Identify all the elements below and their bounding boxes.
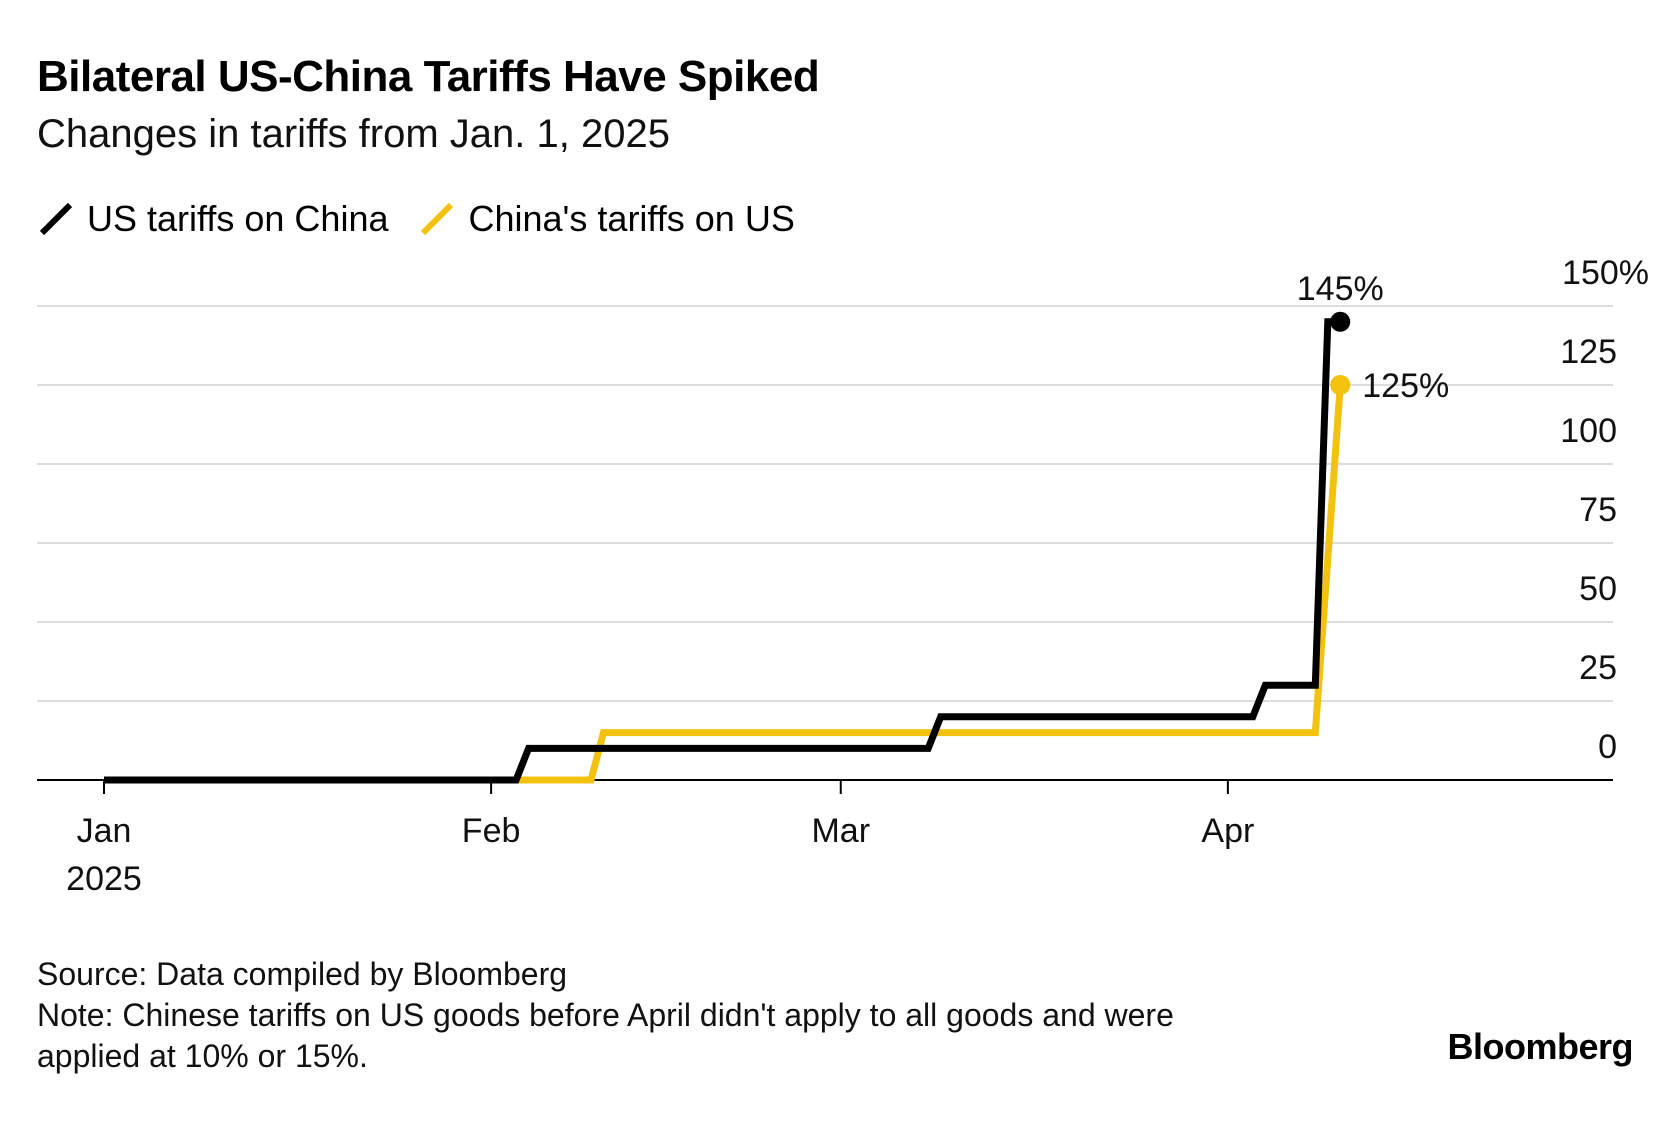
legend-label-us-tariffs: US tariffs on China — [87, 198, 389, 239]
legend-item-china-tariffs: China's tariffs on US — [418, 198, 795, 240]
source-note: Source: Data compiled by Bloomberg — [37, 956, 568, 992]
series-line-china-tariffs — [104, 384, 1344, 784]
y-tick-label: 150% — [1562, 254, 1649, 292]
y-tick-label: 25 — [1579, 649, 1617, 687]
bloomberg-logo: Bloomberg — [1447, 1026, 1633, 1067]
y-tick-label: 75 — [1579, 491, 1617, 529]
y-tick-label: 100 — [1560, 412, 1617, 450]
y-tick-label: 0 — [1598, 728, 1617, 766]
y-tick-label: 50 — [1579, 570, 1617, 608]
x-tick-label: Mar — [811, 812, 870, 850]
chart-title: Bilateral US-China Tariffs Have Spiked — [37, 52, 820, 101]
chart-subtitle: Changes in tariffs from Jan. 1, 2025 — [37, 112, 670, 156]
x-tick-label: Feb — [462, 812, 521, 850]
end-marker-us-tariffs — [1330, 311, 1351, 332]
end-marker-china-tariffs — [1330, 375, 1351, 395]
end-label-china-tariffs: 125% — [1362, 367, 1449, 405]
x-tick-sublabel: 2025 — [66, 860, 142, 898]
legend-label-china-tariffs: China's tariffs on US — [468, 198, 795, 239]
legend-swatch-us-tariffs — [39, 202, 73, 236]
footnote: Note: Chinese tariffs on US goods before… — [37, 997, 1174, 1074]
legend-swatch-china-tariffs — [421, 202, 454, 236]
y-tick-label: 125 — [1560, 333, 1617, 371]
chart-legend: US tariffs on China China's tariffs on U… — [37, 198, 825, 240]
legend-item-us-tariffs: US tariffs on China — [37, 198, 388, 240]
series-line-us-tariffs — [104, 318, 1341, 784]
end-label-us-tariffs: 145% — [1297, 270, 1384, 308]
x-tick-label: Apr — [1201, 812, 1254, 850]
x-tick-label: Jan — [77, 812, 132, 850]
